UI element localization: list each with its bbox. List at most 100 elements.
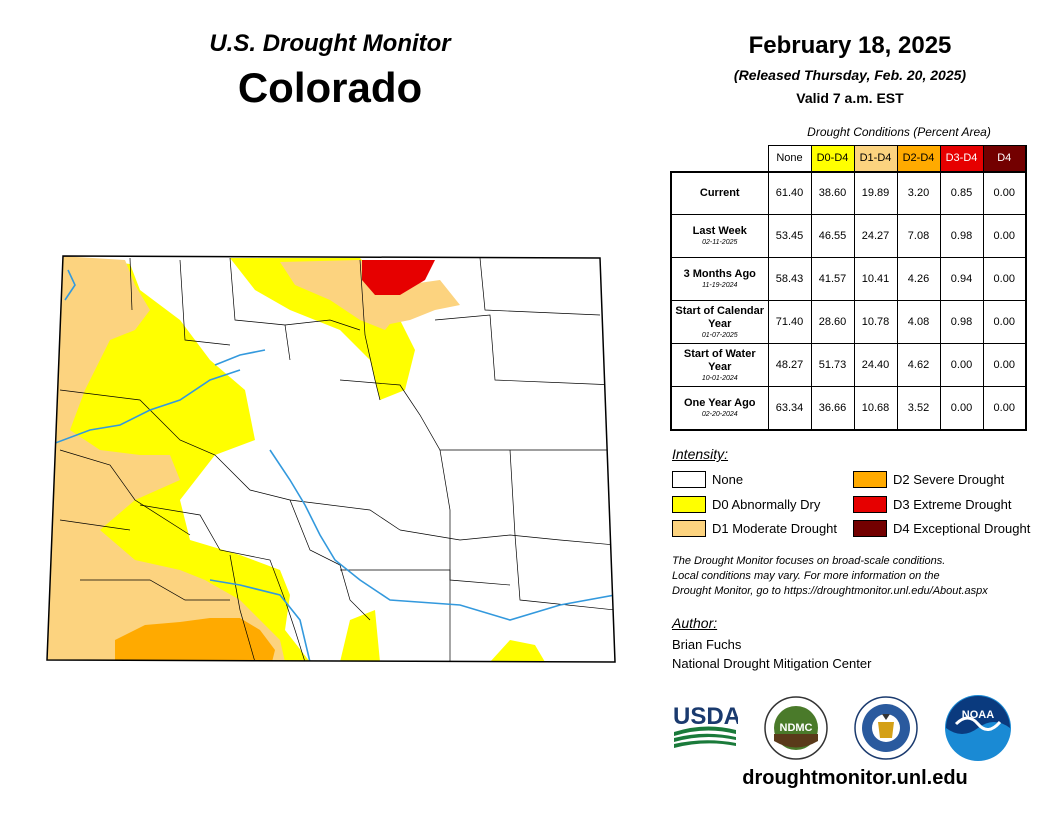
legend-item: D0 Abnormally Dry [672,496,820,513]
d2-area-south [115,618,275,662]
column-header-d0-d4: D0-D4 [810,145,855,172]
cell-value: 0.00 [939,386,984,431]
table-row: Current 61.40 38.60 19.89 3.20 0.85 0.00 [670,170,1027,215]
legend-swatch [853,496,887,513]
d0-area-southeast [490,640,545,662]
legend-label: D4 Exceptional Drought [893,521,1031,536]
legend-item: D2 Severe Drought [853,471,1004,488]
row-date: 11-19-2024 [702,282,738,289]
row-date: 02-11-2025 [702,239,738,246]
column-header-d3-d4: D3-D4 [939,145,984,172]
cell-value: 28.60 [810,300,855,344]
table-row: One Year Ago 02-20-2024 63.34 36.66 10.68 3.5… [670,386,1027,431]
county-lines [59,257,615,662]
row-label: Start of Calendar Year 01-07-2025 [670,300,769,344]
cell-value: 0.00 [939,343,984,387]
cell-value: 0.00 [982,386,1027,431]
cell-value: 0.00 [982,257,1027,301]
table-row: 3 Months Ago 11-19-2024 58.43 41.57 10.41 4.2… [670,257,1027,301]
cell-value: 7.08 [896,214,941,258]
cell-value: 53.45 [767,214,812,258]
author-title: Author: [672,615,718,631]
author-organization: National Drought Mitigation Center [672,656,872,671]
ndmc-logo: NDMC [764,696,828,760]
cell-value: 38.60 [810,170,855,215]
cell-value: 10.78 [853,300,898,344]
legend-swatch [672,496,706,513]
row-label: One Year Ago 02-20-2024 [670,386,769,431]
valid-time: Valid 7 a.m. EST [796,90,904,106]
d0-area-south [340,610,380,662]
rivers [49,269,615,662]
cell-value: 24.40 [853,343,898,387]
legend-item: D1 Moderate Drought [672,520,837,537]
row-label-text: One Year Ago [683,396,756,409]
cell-value: 48.27 [767,343,812,387]
table-caption: Drought Conditions (Percent Area) [807,125,991,139]
cell-value: 24.27 [853,214,898,258]
legend-label: D0 Abnormally Dry [712,497,821,512]
map-date: February 18, 2025 [748,32,952,59]
row-label: Last Week 02-11-2025 [670,214,769,258]
drought-monitor-note: The Drought Monitor focuses on broad-sca… [672,555,988,597]
commerce-seal [854,696,918,760]
cell-value: 0.98 [939,214,984,258]
row-label: 3 Months Ago 11-19-2024 [670,257,769,301]
state-title: Colorado [237,64,423,111]
cell-value: 0.00 [982,214,1027,258]
d1-area-west [47,256,285,662]
svg-text:NOAA: NOAA [962,709,994,721]
table-row: Start of Calendar Year 01-07-2025 71.40 28.… [670,300,1027,344]
cell-value: 0.85 [939,170,984,215]
d3-area-north [362,260,435,295]
column-header-d1-d4: D1-D4 [853,145,898,172]
cell-value: 71.40 [767,300,812,344]
map-subtitle: U.S. Drought Monitor [209,30,451,57]
cell-value: 61.40 [767,170,812,215]
cell-value: 0.00 [982,343,1027,387]
noaa-logo: NOAA [945,695,1011,761]
intensity-title: Intensity: [672,446,729,462]
author-name: Brian Fuchs [672,637,742,652]
cell-value: 4.62 [896,343,941,387]
release-date: (Released Thursday, Feb. 20, 2025) [733,67,967,83]
row-label: Current [670,170,769,215]
legend-label: None [712,472,744,487]
cell-value: 10.68 [853,386,898,431]
legend-label: D1 Moderate Drought [712,521,838,536]
legend-item: None [672,471,743,488]
legend-swatch [853,471,887,488]
usda-logo: USDA [673,703,738,748]
row-date: 10-01-2024 [701,374,738,382]
cell-value: 3.52 [896,386,941,431]
drought-stats-table: None D0-D4 D1-D4 D2-D4 D3-D4 D4 Current 61.40 3… [670,145,1027,431]
column-header-none: None [767,145,812,172]
row-label-text: Start of Calendar Year [675,304,765,330]
cell-value: 36.66 [810,386,855,431]
svg-text:USDA: USDA [673,703,738,730]
row-label: Start of Water Year 10-01-2024 [670,343,769,387]
cell-value: 10.41 [853,257,898,301]
colorado-drought-map [46,255,616,663]
cell-value: 3.20 [896,170,941,215]
row-label-text: 3 Months Ago [683,268,756,280]
table-corner [671,146,768,172]
website-link[interactable]: droughtmonitor.unl.edu [742,767,968,789]
cell-value: 0.00 [982,170,1027,215]
svg-text:NDMC: NDMC [780,722,813,734]
row-date: 01-07-2025 [701,331,738,339]
row-label-text: Start of Water Year [683,347,756,373]
row-label-text: Current [699,186,740,199]
legend-label: D3 Extreme Drought [893,497,1012,512]
cell-value: 51.73 [810,343,855,387]
cell-value: 19.89 [853,170,898,215]
table-header-row: None D0-D4 D1-D4 D2-D4 D3-D4 D4 [671,145,1027,172]
cell-value: 0.00 [982,300,1027,344]
row-label-text: Last Week [692,225,747,237]
legend-swatch [672,471,706,488]
legend-label: D2 Severe Drought [893,472,1005,487]
cell-value: 0.98 [939,300,984,344]
legend-item: D3 Extreme Drought [853,496,1012,513]
column-header-d4: D4 [982,145,1027,172]
cell-value: 41.57 [810,257,855,301]
